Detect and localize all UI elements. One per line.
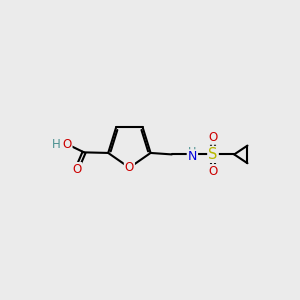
Text: S: S bbox=[208, 147, 218, 162]
Text: H: H bbox=[188, 147, 196, 157]
Text: O: O bbox=[62, 138, 72, 151]
Text: H: H bbox=[51, 138, 60, 151]
Text: O: O bbox=[72, 163, 81, 176]
Text: N: N bbox=[188, 150, 197, 163]
Text: O: O bbox=[125, 161, 134, 174]
Text: O: O bbox=[208, 131, 217, 144]
Text: O: O bbox=[208, 165, 217, 178]
